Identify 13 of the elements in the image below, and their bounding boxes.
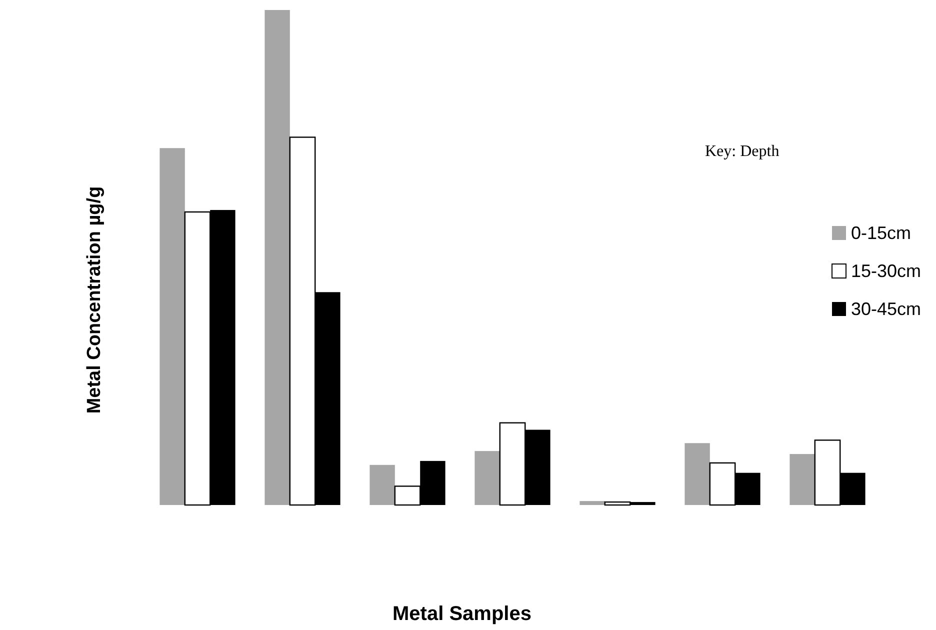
x-axis-title: Metal Samples <box>392 603 532 625</box>
bar <box>370 464 395 505</box>
legend-label: 0-15cm <box>851 223 912 243</box>
bar <box>580 501 605 505</box>
bar <box>474 451 500 505</box>
bar <box>160 148 185 505</box>
bar <box>684 443 710 505</box>
y-axis-title: Metal Concentration µg/g <box>84 186 105 414</box>
bar <box>264 10 290 505</box>
legend-label: 15-30cm <box>851 261 922 281</box>
legend-label: 30-45cm <box>851 299 922 319</box>
bar <box>790 454 815 505</box>
legend-title: Key: Depth <box>705 143 780 160</box>
